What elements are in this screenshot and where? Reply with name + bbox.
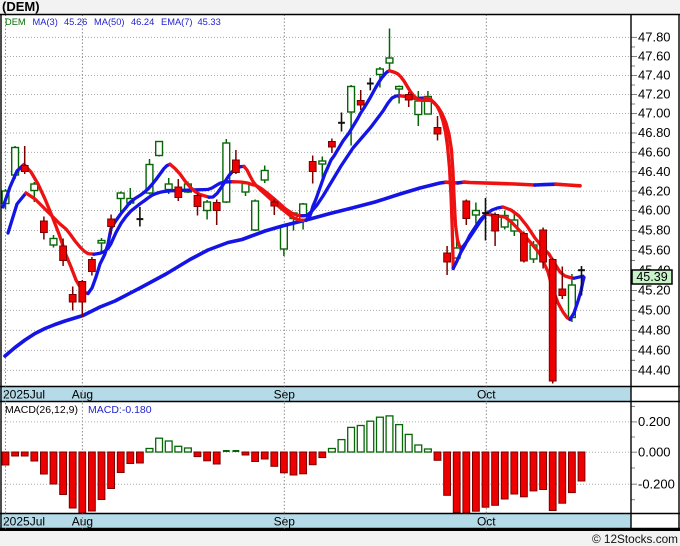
svg-text:2025Jul: 2025Jul: [3, 387, 45, 401]
svg-text:© 12Stocks.com: © 12Stocks.com: [592, 532, 678, 546]
svg-text:47.40: 47.40: [638, 68, 671, 83]
svg-text:DEM: DEM: [5, 17, 26, 27]
svg-text:45.60: 45.60: [638, 243, 671, 258]
svg-text:45.20: 45.20: [638, 283, 671, 298]
svg-text:45.26: 45.26: [64, 17, 87, 27]
svg-text:45.00: 45.00: [638, 303, 671, 318]
svg-text:46.24: 46.24: [131, 17, 154, 27]
svg-text:2025Jul: 2025Jul: [3, 514, 45, 528]
svg-text:(DEM): (DEM): [2, 0, 40, 14]
svg-text:47.60: 47.60: [638, 49, 671, 64]
svg-text:MACD:-0.180: MACD:-0.180: [88, 404, 152, 416]
svg-text:47.00: 47.00: [638, 106, 671, 121]
svg-text:-0.200: -0.200: [638, 476, 675, 491]
svg-text:0.200: 0.200: [638, 414, 671, 429]
svg-text:47.20: 47.20: [638, 87, 671, 102]
svg-text:MA(50): MA(50): [94, 17, 124, 27]
svg-text:44.80: 44.80: [638, 323, 671, 338]
svg-text:46.80: 46.80: [638, 125, 671, 140]
svg-text:0.000: 0.000: [638, 444, 671, 459]
svg-text:EMA(7): EMA(7): [161, 17, 193, 27]
svg-text:46.20: 46.20: [638, 183, 671, 198]
svg-text:MA(3): MA(3): [33, 17, 58, 27]
svg-text:46.60: 46.60: [638, 145, 671, 160]
svg-text:45.33: 45.33: [198, 17, 221, 27]
svg-text:46.40: 46.40: [638, 164, 671, 179]
svg-text:MACD(26,12,9): MACD(26,12,9): [5, 404, 78, 416]
svg-text:45.80: 45.80: [638, 223, 671, 238]
svg-text:44.40: 44.40: [638, 363, 671, 378]
svg-text:45.39: 45.39: [636, 270, 667, 284]
svg-text:46.00: 46.00: [638, 203, 671, 218]
svg-text:47.80: 47.80: [638, 30, 671, 45]
svg-text:44.60: 44.60: [638, 343, 671, 358]
